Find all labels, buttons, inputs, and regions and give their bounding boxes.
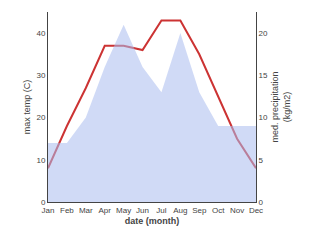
svg-text:15: 15 bbox=[259, 71, 268, 80]
svg-text:max temp (C): max temp (C) bbox=[22, 80, 32, 135]
svg-text:5: 5 bbox=[259, 156, 264, 165]
svg-text:date (month): date (month) bbox=[125, 216, 180, 226]
svg-text:Jul: Jul bbox=[156, 206, 166, 215]
svg-text:Jan: Jan bbox=[42, 206, 55, 215]
svg-text:0: 0 bbox=[259, 198, 264, 207]
svg-text:Feb: Feb bbox=[60, 206, 74, 215]
svg-text:10: 10 bbox=[36, 156, 45, 165]
svg-text:Nov: Nov bbox=[230, 206, 244, 215]
svg-text:20: 20 bbox=[259, 29, 268, 38]
svg-text:Mar: Mar bbox=[79, 206, 93, 215]
svg-text:30: 30 bbox=[36, 71, 45, 80]
svg-text:40: 40 bbox=[36, 29, 45, 38]
svg-text:med. precipitation(kg/m2): med. precipitation(kg/m2) bbox=[270, 71, 292, 142]
svg-text:Aug: Aug bbox=[173, 206, 187, 215]
svg-text:Oct: Oct bbox=[212, 206, 225, 215]
svg-text:0: 0 bbox=[41, 198, 46, 207]
svg-text:10: 10 bbox=[259, 113, 268, 122]
svg-text:Apr: Apr bbox=[99, 206, 112, 215]
svg-text:Dec: Dec bbox=[249, 206, 263, 215]
svg-text:20: 20 bbox=[36, 113, 45, 122]
svg-text:Jun: Jun bbox=[136, 206, 149, 215]
svg-text:Sep: Sep bbox=[192, 206, 207, 215]
svg-text:May: May bbox=[116, 206, 131, 215]
